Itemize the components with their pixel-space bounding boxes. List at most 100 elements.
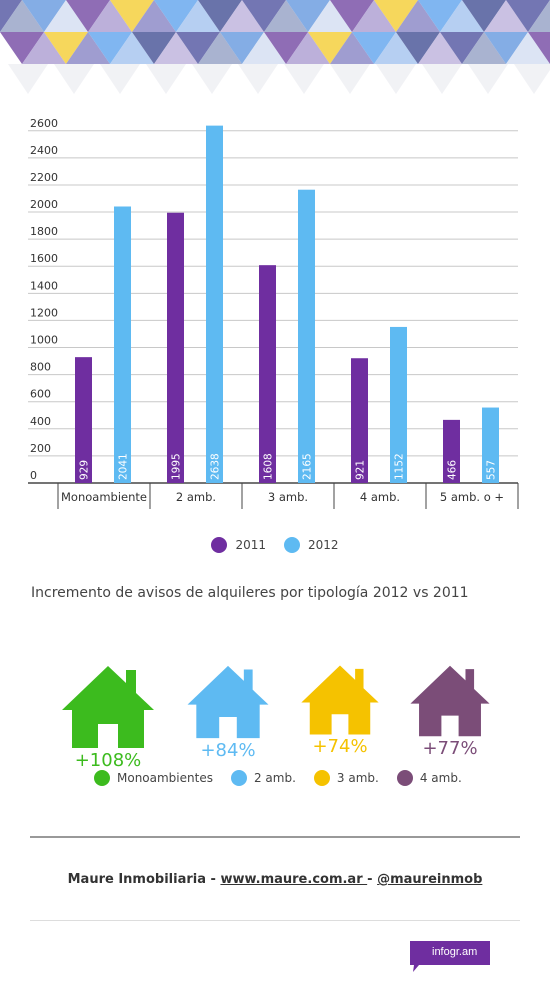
banner-triangle bbox=[0, 32, 44, 64]
x-tick-label: Monoambiente bbox=[61, 490, 147, 504]
company-name: Maure Inmobiliaria - bbox=[67, 872, 221, 887]
bar-2011-3 bbox=[351, 358, 368, 483]
banner-triangle bbox=[176, 32, 220, 64]
data-label: 466 bbox=[447, 460, 459, 480]
banner-triangle bbox=[308, 32, 352, 64]
footer-credits: Maure Inmobiliaria - www.maure.com.ar - … bbox=[0, 872, 550, 887]
legend-item-2012: 2012 bbox=[284, 537, 339, 553]
y-tick-label: 1800 bbox=[30, 225, 58, 238]
legend-item-2011: 2011 bbox=[211, 537, 266, 553]
house-legend: Monoambientes 2 amb. 3 amb. 4 amb. bbox=[94, 770, 462, 786]
house-legend-dot bbox=[94, 770, 110, 786]
y-tick-label: 1400 bbox=[30, 279, 58, 292]
banner-triangle bbox=[374, 32, 418, 64]
y-tick-label: 2200 bbox=[30, 171, 58, 184]
banner-triangle bbox=[66, 32, 110, 64]
banner-triangle bbox=[514, 64, 550, 94]
banner-triangle bbox=[286, 0, 330, 32]
y-tick-label: 600 bbox=[30, 388, 51, 401]
speech-bubble-icon bbox=[410, 941, 490, 972]
legend-dot-2011 bbox=[211, 537, 228, 553]
banner-triangle bbox=[422, 64, 462, 94]
house-legend-item: 2 amb. bbox=[230, 770, 296, 786]
banner-triangle bbox=[468, 64, 508, 94]
banner-triangle bbox=[0, 0, 44, 32]
banner-triangle bbox=[198, 0, 242, 32]
y-tick-label: 0 bbox=[30, 469, 37, 482]
banner-triangle bbox=[376, 64, 416, 94]
bar-2012-1 bbox=[206, 125, 223, 483]
banner-triangle bbox=[440, 32, 484, 64]
x-tick-label: 2 amb. bbox=[176, 490, 216, 504]
banner-triangle bbox=[132, 0, 176, 32]
bar-2012-3 bbox=[390, 326, 407, 483]
bar-chart: 0 200 400 600 800 1000 1200 1400 1600 1800 2000 220… bbox=[28, 117, 519, 509]
data-label: 2165 bbox=[302, 453, 314, 480]
legend-label-2012: 2012 bbox=[308, 538, 339, 552]
y-tick-label: 1200 bbox=[30, 306, 58, 319]
banner-triangle bbox=[238, 64, 278, 94]
house-legend-label: 3 amb. bbox=[336, 771, 379, 785]
house-monoambientes: +108% bbox=[58, 662, 158, 771]
banner-triangle bbox=[286, 32, 330, 64]
legend-dot-2012 bbox=[284, 537, 300, 553]
banner-triangle bbox=[506, 32, 550, 64]
banner-triangle bbox=[330, 0, 374, 32]
banner-triangle bbox=[528, 0, 550, 32]
data-label: 1152 bbox=[394, 453, 406, 480]
house-pct: +77% bbox=[422, 738, 478, 759]
banner-triangle bbox=[132, 32, 176, 64]
house-pct: +108% bbox=[74, 750, 142, 771]
data-label: 1608 bbox=[263, 453, 275, 480]
infogram-badge[interactable]: infogr.am bbox=[410, 941, 492, 977]
banner-triangle bbox=[264, 32, 308, 64]
y-tick-label: 2000 bbox=[30, 198, 58, 211]
banner-triangle bbox=[66, 0, 110, 32]
x-tick-label: 5 amb. o + bbox=[440, 490, 504, 504]
banner-triangle bbox=[54, 64, 94, 94]
x-tick-label: 4 amb. bbox=[360, 490, 400, 504]
house-4-amb: +77% bbox=[407, 662, 493, 759]
banner-triangle bbox=[374, 0, 418, 32]
triangle-banner bbox=[0, 0, 550, 94]
banner-triangle bbox=[330, 32, 374, 64]
house-icon bbox=[410, 665, 490, 737]
banner-triangle bbox=[418, 32, 462, 64]
data-label: 2041 bbox=[118, 453, 130, 480]
banner-triangle bbox=[396, 32, 440, 64]
bar-2012-0 bbox=[114, 206, 131, 483]
twitter-handle-link[interactable]: @maureinmob bbox=[377, 872, 483, 887]
banner-triangle bbox=[8, 64, 48, 94]
y-tick-label: 2400 bbox=[30, 144, 58, 157]
y-tick-label: 200 bbox=[30, 442, 51, 455]
y-tick-label: 2600 bbox=[30, 117, 58, 130]
data-label: 2638 bbox=[210, 453, 222, 480]
bar-2011-0 bbox=[75, 357, 92, 483]
banner-triangle bbox=[440, 0, 484, 32]
banner-triangle bbox=[284, 64, 324, 94]
banner-triangle bbox=[418, 0, 462, 32]
banner-triangle bbox=[484, 0, 528, 32]
y-tick-label: 1600 bbox=[30, 252, 58, 265]
banner-triangle bbox=[462, 32, 506, 64]
bar-2012-2 bbox=[298, 189, 315, 483]
y-tick-label: 1000 bbox=[30, 334, 58, 347]
banner-triangle bbox=[146, 64, 186, 94]
badge-label: infogr.am bbox=[432, 946, 478, 958]
banner-triangle bbox=[192, 64, 232, 94]
house-legend-dot bbox=[313, 770, 330, 786]
y-tick-label: 800 bbox=[30, 361, 51, 374]
website-link[interactable]: www.maure.com.ar bbox=[220, 872, 368, 887]
house-pct: +84% bbox=[200, 740, 256, 761]
banner-triangle bbox=[44, 32, 88, 64]
banner-triangle bbox=[242, 32, 286, 64]
banner-triangle bbox=[528, 32, 550, 64]
house-legend-label: Monoambientes bbox=[117, 771, 213, 785]
footer-separator: - bbox=[367, 872, 378, 887]
banner-triangle bbox=[44, 0, 88, 32]
banner-triangle bbox=[352, 0, 396, 32]
house-pct: +74% bbox=[312, 736, 368, 757]
divider bbox=[30, 836, 520, 838]
house-icon bbox=[187, 665, 269, 739]
bar-2012-4 bbox=[482, 407, 499, 483]
